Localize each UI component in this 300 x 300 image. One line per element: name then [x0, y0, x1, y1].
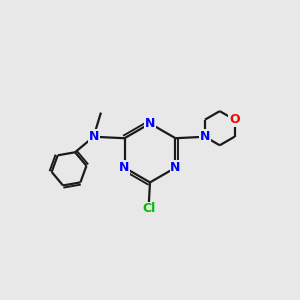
- Text: N: N: [200, 130, 210, 143]
- Text: N: N: [170, 161, 181, 174]
- Text: O: O: [229, 113, 240, 126]
- Text: N: N: [88, 130, 99, 143]
- Text: N: N: [119, 161, 130, 174]
- Text: Cl: Cl: [142, 202, 155, 215]
- Text: N: N: [145, 117, 155, 130]
